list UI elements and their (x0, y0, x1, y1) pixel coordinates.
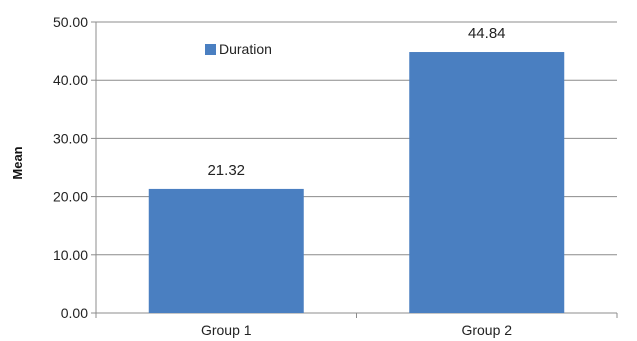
y-tick-label: 50.00 (53, 14, 88, 30)
bars (148, 52, 565, 314)
bar-group-2 (409, 52, 565, 314)
y-axis-ticks: 0.00 10.00 20.00 30.00 40.00 50.00 (53, 14, 96, 321)
y-tick-label: 30.00 (53, 130, 88, 146)
legend-swatch-duration (205, 44, 216, 55)
y-tick-label: 20.00 (53, 189, 88, 205)
legend: Duration (205, 41, 272, 57)
data-label: 21.32 (207, 162, 245, 179)
y-tick-label: 0.00 (61, 305, 88, 321)
y-tick-label: 10.00 (53, 247, 88, 263)
data-label: 44.84 (468, 25, 506, 42)
y-axis-label: Mean (10, 146, 25, 179)
y-tick-label: 40.00 (53, 72, 88, 88)
x-axis-ticks: Group 1 Group 2 (95, 313, 618, 338)
data-labels: 21.32 44.84 (207, 25, 505, 179)
legend-label-duration: Duration (219, 41, 272, 57)
x-tick-label: Group 2 (461, 322, 512, 338)
bar-group-1 (148, 188, 304, 313)
x-tick-label: Group 1 (201, 322, 252, 338)
